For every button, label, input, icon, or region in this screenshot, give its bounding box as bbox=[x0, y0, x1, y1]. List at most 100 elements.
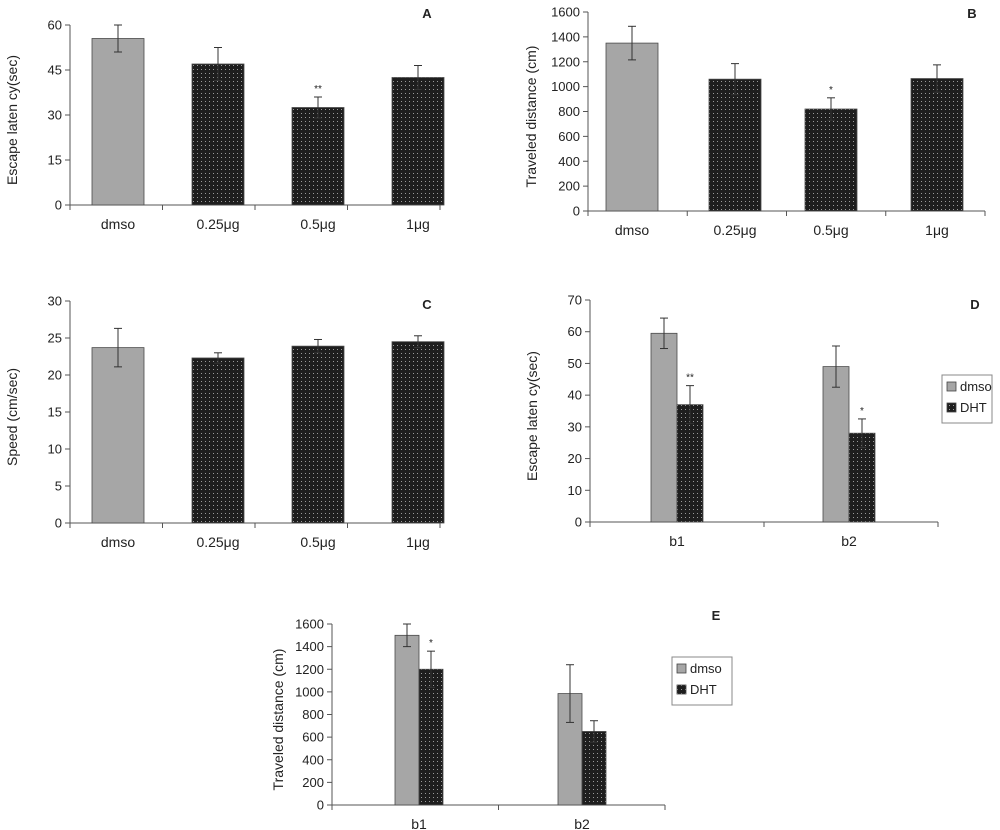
y-tick-label: 30 bbox=[48, 108, 62, 123]
y-tick-label: 60 bbox=[568, 324, 582, 339]
panel-a: 0 15 30 45 60 Escape laten cy(sec) A ** dmso 0.25… bbox=[4, 6, 445, 232]
x-tick-label: b1 bbox=[669, 533, 685, 549]
legend-swatch bbox=[676, 684, 687, 695]
y-tick-label: 20 bbox=[48, 368, 62, 383]
y-tick-label: 1400 bbox=[551, 29, 580, 44]
legend-swatch bbox=[676, 663, 687, 674]
bar bbox=[804, 108, 858, 212]
x-tick-label: 0.25μg bbox=[196, 534, 239, 550]
y-tick-label: 10 bbox=[48, 442, 62, 457]
y-tick-label: 15 bbox=[48, 153, 62, 168]
y-tick-label: 1000 bbox=[551, 79, 580, 94]
bar bbox=[822, 366, 850, 523]
y-axis-label: Traveled distance (cm) bbox=[270, 649, 286, 791]
y-tick-label: 50 bbox=[568, 356, 582, 371]
bar bbox=[676, 404, 704, 523]
panel-e: 0 200 400 600 800 1000 1200 1400 1600 Traveled di… bbox=[270, 608, 733, 830]
panel-label: D bbox=[970, 297, 979, 312]
bar bbox=[650, 332, 678, 523]
x-tick-label: 1μg bbox=[406, 534, 430, 550]
y-axis-label: Escape laten cy(sec) bbox=[524, 351, 540, 481]
panel-label: C bbox=[422, 297, 432, 312]
y-tick-label: 20 bbox=[568, 451, 582, 466]
y-tick-label: 60 bbox=[48, 18, 62, 33]
legend-swatch bbox=[946, 381, 957, 392]
bar bbox=[391, 77, 445, 206]
y-tick-label: 30 bbox=[48, 294, 62, 309]
significance-marker: ** bbox=[314, 84, 322, 95]
panel-label: E bbox=[712, 608, 721, 623]
x-tick-label: dmso bbox=[615, 222, 649, 238]
x-tick-label: 0.25μg bbox=[713, 222, 756, 238]
x-tick-label: 1μg bbox=[925, 222, 949, 238]
significance-marker: ** bbox=[686, 373, 694, 384]
bar bbox=[910, 78, 964, 212]
y-tick-label: 1600 bbox=[295, 617, 324, 632]
bar bbox=[91, 38, 145, 206]
y-tick-label: 25 bbox=[48, 331, 62, 346]
y-tick-label: 40 bbox=[568, 388, 582, 403]
y-tick-label: 1600 bbox=[551, 5, 580, 20]
y-tick-label: 200 bbox=[302, 775, 324, 790]
x-tick-label: 0.5μg bbox=[300, 216, 335, 232]
y-tick-label: 400 bbox=[302, 752, 324, 767]
legend-label: dmso bbox=[960, 379, 992, 394]
bar bbox=[291, 107, 345, 206]
y-tick-label: 0 bbox=[55, 516, 62, 531]
bar bbox=[418, 668, 444, 806]
bar bbox=[191, 357, 245, 524]
panel-label: B bbox=[967, 6, 976, 21]
x-tick-label: 0.5μg bbox=[813, 222, 848, 238]
x-tick-label: b2 bbox=[841, 533, 857, 549]
y-tick-label: 0 bbox=[317, 798, 324, 813]
y-tick-label: 0 bbox=[55, 198, 62, 213]
legend-label: DHT bbox=[960, 400, 987, 415]
y-tick-label: 200 bbox=[558, 179, 580, 194]
y-axis-label: Escape laten cy(sec) bbox=[4, 55, 20, 185]
y-tick-label: 10 bbox=[568, 483, 582, 498]
bar bbox=[708, 78, 762, 212]
x-tick-label: 0.25μg bbox=[196, 216, 239, 232]
y-tick-label: 600 bbox=[302, 730, 324, 745]
x-tick-label: b2 bbox=[574, 816, 590, 830]
y-tick-label: 0 bbox=[573, 204, 580, 219]
legend-label: dmso bbox=[690, 661, 722, 676]
y-tick-label: 600 bbox=[558, 129, 580, 144]
panel-b: 0 200 400 600 800 1000 1200 1400 1600 Traveled di… bbox=[523, 5, 986, 238]
y-tick-label: 15 bbox=[48, 405, 62, 420]
y-tick-label: 800 bbox=[558, 104, 580, 119]
bar bbox=[191, 63, 245, 206]
bar bbox=[391, 341, 445, 524]
y-tick-label: 1400 bbox=[295, 639, 324, 654]
y-tick-label: 70 bbox=[568, 293, 582, 308]
y-tick-label: 800 bbox=[302, 707, 324, 722]
significance-marker: * bbox=[829, 85, 833, 96]
bar bbox=[91, 347, 145, 524]
bar bbox=[848, 432, 876, 523]
legend: dmso DHT bbox=[941, 374, 993, 424]
x-tick-label: 0.5μg bbox=[300, 534, 335, 550]
y-tick-label: 1000 bbox=[295, 684, 324, 699]
y-axis-label: Traveled distance (cm) bbox=[523, 46, 539, 188]
y-tick-label: 30 bbox=[568, 419, 582, 434]
y-tick-label: 0 bbox=[575, 515, 582, 530]
bar bbox=[605, 42, 659, 212]
x-tick-label: dmso bbox=[101, 216, 135, 232]
y-tick-label: 45 bbox=[48, 63, 62, 78]
x-tick-label: b1 bbox=[411, 816, 427, 830]
legend-label: DHT bbox=[690, 682, 717, 697]
y-tick-label: 5 bbox=[55, 479, 62, 494]
significance-marker: * bbox=[429, 638, 433, 649]
legend-swatch bbox=[946, 402, 957, 413]
y-tick-label: 1200 bbox=[551, 54, 580, 69]
significance-marker: * bbox=[860, 406, 864, 417]
legend: dmso DHT bbox=[671, 656, 733, 706]
panel-label: A bbox=[422, 6, 432, 21]
x-tick-label: dmso bbox=[101, 534, 135, 550]
x-tick-label: 1μg bbox=[406, 216, 430, 232]
y-tick-label: 400 bbox=[558, 154, 580, 169]
bar bbox=[394, 634, 420, 806]
